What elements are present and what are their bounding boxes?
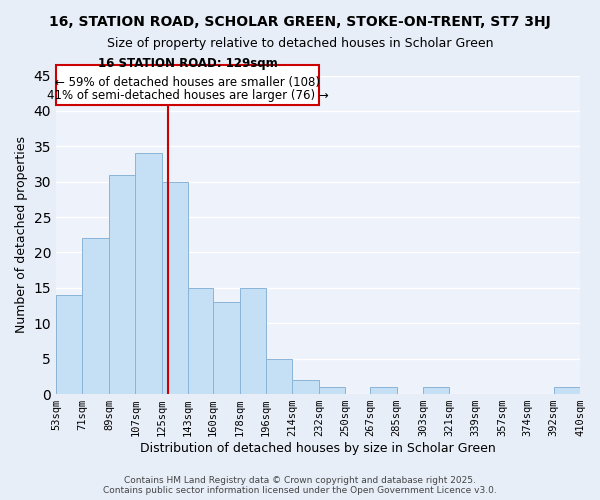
- Text: 16, STATION ROAD, SCHOLAR GREEN, STOKE-ON-TRENT, ST7 3HJ: 16, STATION ROAD, SCHOLAR GREEN, STOKE-O…: [49, 15, 551, 29]
- Bar: [109, 174, 135, 394]
- Y-axis label: Number of detached properties: Number of detached properties: [15, 136, 28, 334]
- Bar: [423, 387, 449, 394]
- Text: 16 STATION ROAD: 129sqm: 16 STATION ROAD: 129sqm: [98, 57, 277, 70]
- Text: ← 59% of detached houses are smaller (108): ← 59% of detached houses are smaller (10…: [55, 76, 320, 89]
- Bar: [239, 288, 266, 394]
- Bar: [213, 302, 239, 394]
- Bar: [188, 288, 213, 394]
- Text: 41% of semi-detached houses are larger (76) →: 41% of semi-detached houses are larger (…: [47, 89, 328, 102]
- Bar: [370, 387, 397, 394]
- Text: Size of property relative to detached houses in Scholar Green: Size of property relative to detached ho…: [107, 38, 493, 51]
- Bar: [135, 154, 162, 394]
- Bar: [82, 238, 109, 394]
- Bar: [56, 295, 82, 394]
- Text: Contains HM Land Registry data © Crown copyright and database right 2025.
Contai: Contains HM Land Registry data © Crown c…: [103, 476, 497, 495]
- Bar: [319, 387, 345, 394]
- Bar: [266, 358, 292, 394]
- Bar: [162, 182, 188, 394]
- Bar: [554, 387, 580, 394]
- X-axis label: Distribution of detached houses by size in Scholar Green: Distribution of detached houses by size …: [140, 442, 496, 455]
- Bar: [292, 380, 319, 394]
- FancyBboxPatch shape: [56, 65, 319, 105]
